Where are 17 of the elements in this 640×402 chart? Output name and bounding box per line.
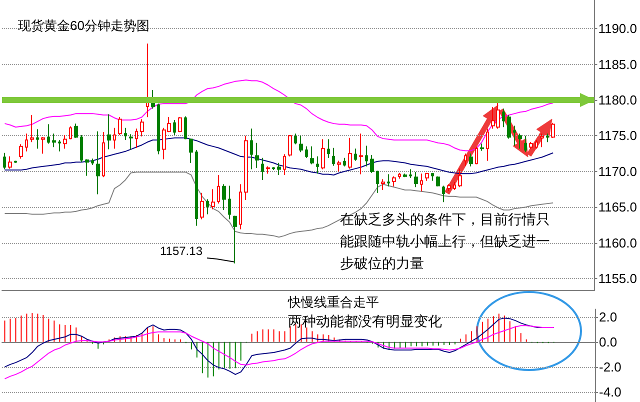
y-tick-label: -2.0	[599, 359, 622, 374]
annotation: 两种动能都没有明显变化	[288, 313, 442, 329]
annotation: 在缺乏多头的条件下，目前行情只能跟随中轨小幅上行，但缺乏进一步破位的力量	[340, 211, 550, 271]
y-tick-label: 1155.0	[598, 271, 637, 286]
y-tick-label: 1170.0	[598, 164, 637, 179]
annotation: 1157.13	[160, 244, 203, 258]
text: 快慢线重合走平	[287, 294, 379, 310]
text: 现货黄金60分钟走势图	[18, 18, 150, 33]
y-tick-label: 2.0	[599, 309, 618, 324]
y-tick-label: 1165.0	[598, 200, 637, 215]
y-tick-label: 1160.0	[598, 235, 637, 250]
y-tick-label: -4.0	[599, 384, 622, 400]
y-tick-label: 0.0	[599, 334, 618, 350]
y-tick-label: 1185.0	[598, 56, 637, 72]
y-tick-label: 1180.0	[598, 92, 637, 108]
y-tick-label: 1175.0	[598, 128, 637, 144]
y-tick-label: 1190.0	[598, 21, 637, 36]
